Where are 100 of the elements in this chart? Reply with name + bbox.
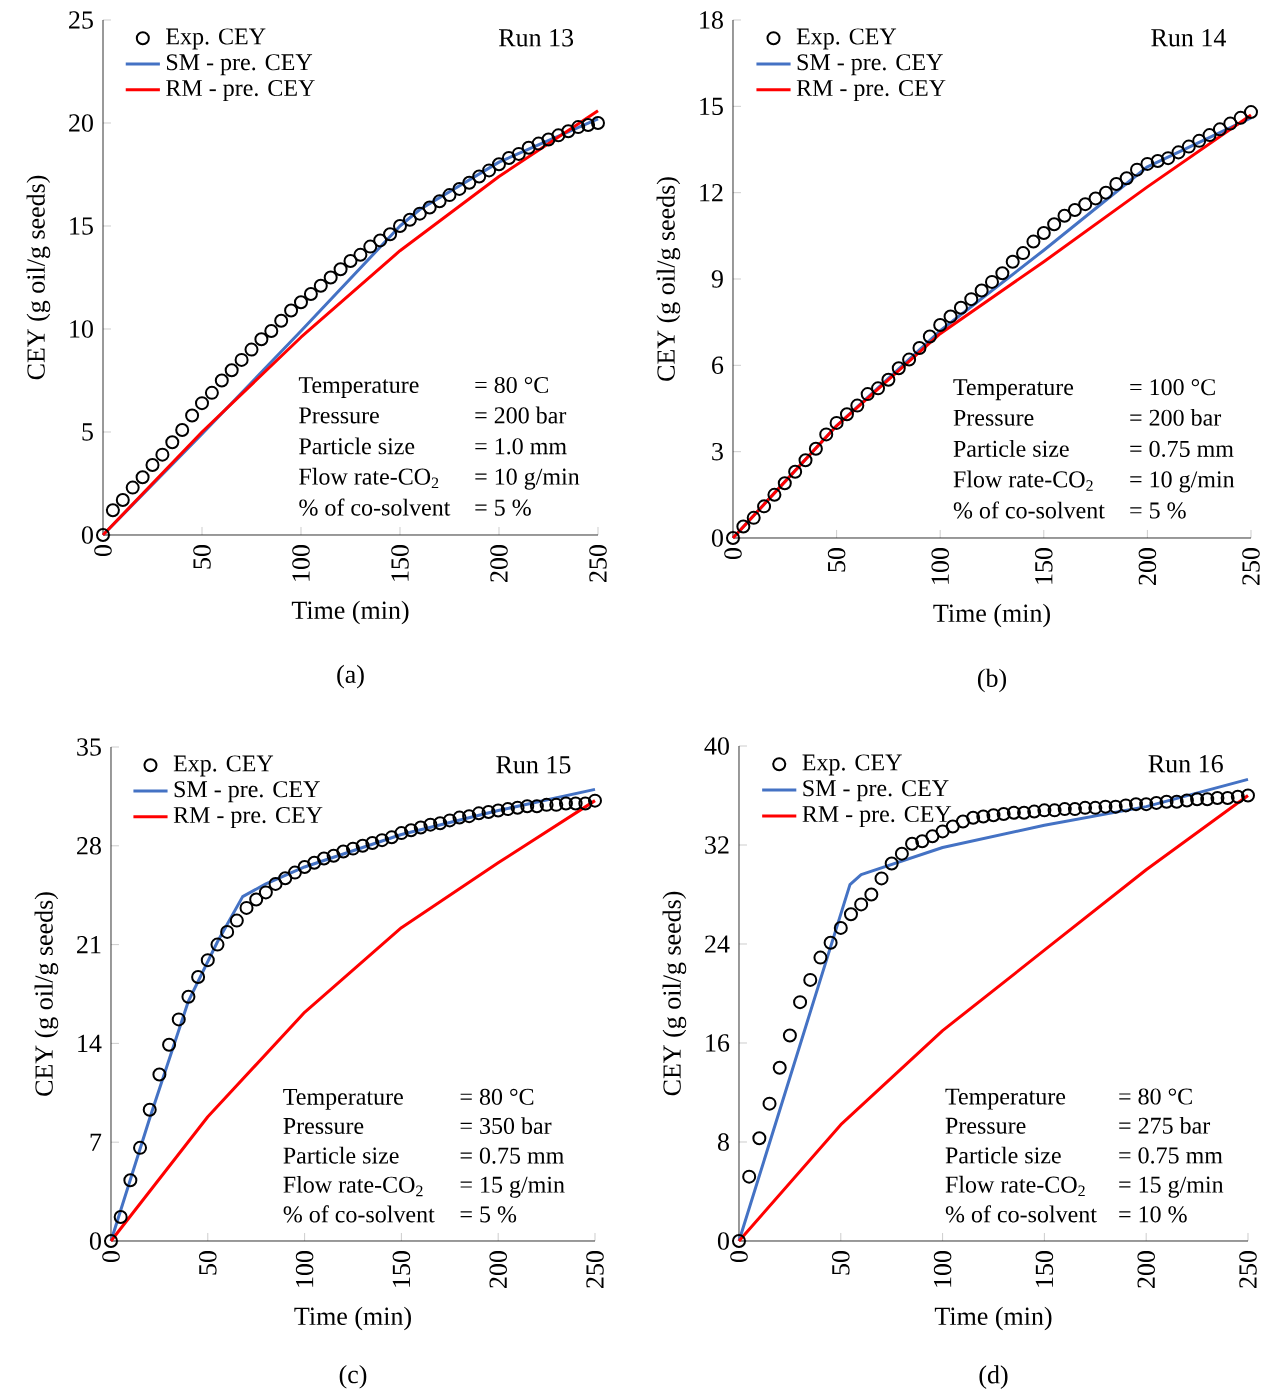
text: (a) — [337, 664, 364, 689]
annotation: = 80 °C — [460, 1088, 534, 1105]
y-tick-label: 0 — [81, 526, 93, 544]
x-axis-title: Time (min) — [933, 603, 1050, 628]
legend-label: Exp. CEY — [166, 28, 266, 50]
legend-label: RM - pre. CEY — [173, 806, 323, 828]
annotation: = 80 °C — [475, 376, 548, 394]
x-tick-label: 200 — [1138, 548, 1157, 585]
legend-label: Exp. CEY — [802, 754, 902, 776]
annotation: = 10 g/min — [475, 468, 580, 490]
x-axis-title: Time (min) — [291, 600, 409, 625]
x-tick-label: 50 — [832, 1251, 850, 1275]
legend-label: Exp. CEY — [796, 28, 897, 50]
annotation: Run 16 — [1148, 755, 1223, 773]
y-tick-label: 24 — [705, 935, 730, 953]
x-tick-label: 150 — [1035, 1251, 1054, 1287]
annotation: = 5 % — [475, 499, 531, 516]
x-tick-label: 200 — [490, 545, 508, 582]
y-tick-label: 10 — [70, 320, 93, 338]
x-tick-label: 50 — [199, 1251, 217, 1275]
x-tick-label: 50 — [193, 545, 211, 569]
y-axis-title: CEY (g oil/g seeds) — [26, 175, 51, 380]
x-tick-label: 150 — [1035, 548, 1053, 584]
text: (b) — [977, 668, 1007, 693]
x-tick-label: 0 — [730, 1251, 748, 1263]
annotation: = 10 % — [1119, 1206, 1187, 1223]
legend-label: SM - pre. CEY — [174, 781, 320, 803]
annotation: Particle size — [945, 1146, 1061, 1164]
y-tick-label: 3 — [712, 442, 723, 461]
legend-label: RM - pre. CEY — [796, 79, 946, 101]
annotation: Temperature — [953, 379, 1074, 401]
y-tick-label: 35 — [77, 738, 101, 756]
y-tick-label: 21 — [77, 935, 101, 954]
annotation: Particle size — [283, 1146, 399, 1164]
annotation: = 0.75 mm — [1130, 440, 1234, 458]
y-tick-label: 15 — [70, 217, 93, 235]
annotation: = 15 g/min — [460, 1176, 565, 1198]
y-tick-label: 12 — [700, 184, 723, 202]
annotation: = 200 bar — [1130, 408, 1222, 426]
y-tick-label: 15 — [700, 97, 723, 116]
y-tick-label: 0 — [711, 529, 723, 547]
annotation: % of co-solvent — [299, 498, 451, 516]
x-tick-label: 100 — [292, 545, 310, 581]
y-tick-label: 25 — [69, 11, 93, 29]
annotation: % of co-solvent — [945, 1205, 1097, 1223]
annotation: Run 15 — [496, 756, 571, 774]
x-tick-label: 100 — [931, 548, 949, 584]
y-tick-label: 9 — [711, 270, 723, 288]
annotation: Run 14 — [1151, 29, 1226, 47]
annotation: = 0.75 mm — [460, 1147, 564, 1164]
x-tick-label: 250 — [589, 545, 607, 582]
legend-label: SM - pre. CEY — [166, 54, 313, 76]
annotation: = 275 bar — [1119, 1116, 1211, 1134]
y-axis-title: CEY (g oil/g seeds) — [34, 892, 59, 1096]
annotation: = 100 °C — [1130, 379, 1215, 396]
annotation: Flow rate-CO$_{2}$ — [945, 1175, 1085, 1197]
y-tick-label: 14 — [78, 1034, 102, 1052]
annotation: Pressure — [299, 407, 379, 424]
x-tick-label: 50 — [827, 548, 846, 572]
annotation: = 1.0 mm — [475, 438, 567, 455]
annotation: Flow rate-CO$_{2}$ — [953, 470, 1093, 491]
x-axis-title: Time (min) — [294, 1306, 411, 1331]
annotation: = 10 g/min — [1130, 471, 1235, 493]
x-tick-label: 200 — [1137, 1251, 1155, 1288]
annotation: Pressure — [953, 409, 1034, 426]
y-tick-label: 20 — [69, 114, 93, 132]
annotation: = 5 % — [1130, 502, 1186, 519]
legend-label: RM - pre. CEY — [166, 79, 315, 101]
y-tick-label: 5 — [82, 423, 93, 441]
annotation: Pressure — [283, 1118, 364, 1135]
annotation: % of co-solvent — [283, 1205, 435, 1223]
y-tick-label: 28 — [77, 837, 101, 855]
x-tick-label: 100 — [295, 1251, 314, 1287]
x-tick-label: 250 — [1239, 1251, 1257, 1288]
y-tick-label: 40 — [704, 737, 729, 755]
x-tick-label: 100 — [933, 1251, 952, 1287]
text: (c) — [339, 1365, 367, 1389]
annotation: = 350 bar — [460, 1117, 552, 1135]
text: (d) — [979, 1365, 1008, 1389]
x-tick-label: 0 — [102, 1251, 120, 1263]
y-tick-label: 32 — [705, 836, 729, 854]
annotation: Run 13 — [498, 29, 574, 47]
annotation: = 0.75 mm — [1119, 1147, 1223, 1164]
x-tick-label: 250 — [586, 1251, 604, 1288]
y-axis-title: CEY (g oil/g seeds) — [662, 891, 687, 1096]
annotation: Flow rate-CO$_{2}$ — [283, 1175, 423, 1197]
annotation: Temperature — [283, 1088, 403, 1110]
annotation: Pressure — [945, 1117, 1026, 1134]
annotation: Temperature — [945, 1088, 1066, 1110]
annotation: = 80 °C — [1119, 1088, 1192, 1105]
x-tick-label: 250 — [1242, 548, 1260, 585]
annotation: Particle size — [299, 437, 415, 455]
annotation: Particle size — [953, 440, 1069, 457]
legend-label: RM - pre. CEY — [802, 805, 952, 827]
y-tick-label: 0 — [89, 1232, 101, 1250]
y-tick-label: 7 — [90, 1133, 102, 1151]
annotation: Temperature — [298, 377, 419, 398]
x-axis-title: Time (min) — [934, 1306, 1052, 1331]
annotation: = 15 g/min — [1119, 1176, 1224, 1198]
annotation: Flow rate-CO$_{2}$ — [299, 467, 439, 489]
